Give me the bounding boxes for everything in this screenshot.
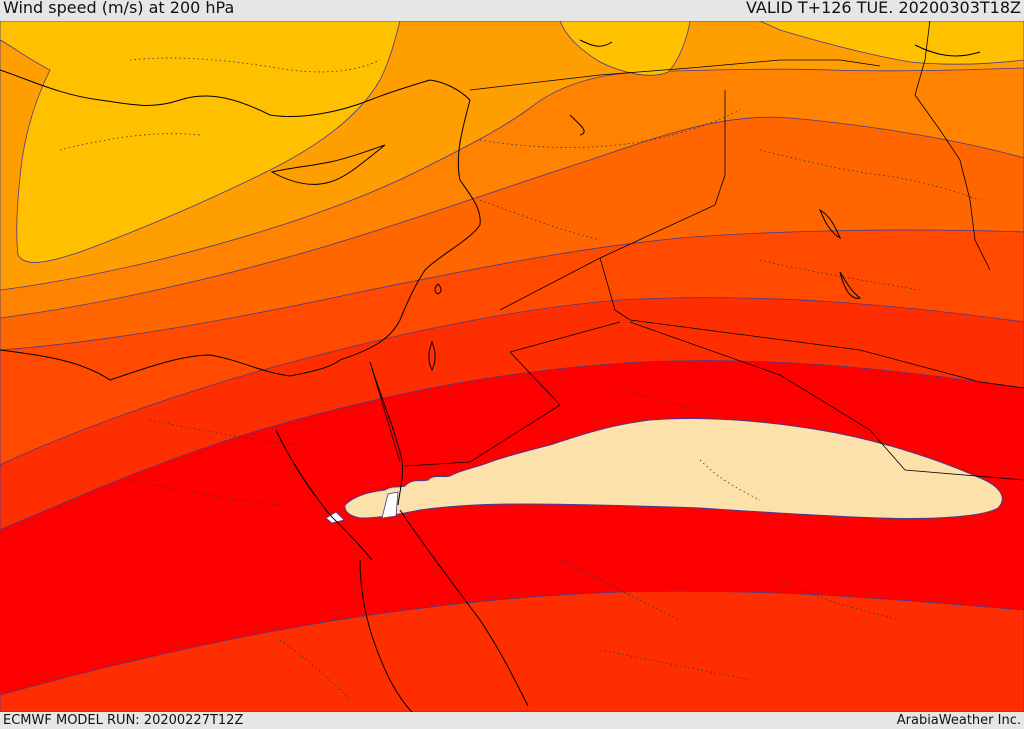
map-title: Wind speed (m/s) at 200 hPa bbox=[3, 0, 235, 17]
footer-bar: ECMWF MODEL RUN: 20200227T12Z ArabiaWeat… bbox=[0, 712, 1024, 729]
model-run-label: ECMWF MODEL RUN: 20200227T12Z bbox=[3, 713, 244, 728]
jet-gap-aqaba bbox=[381, 491, 399, 519]
wind-speed-map bbox=[0, 21, 1024, 712]
coastlines bbox=[0, 39, 981, 712]
map-canvas bbox=[0, 21, 1024, 712]
valid-time-label: VALID T+126 TUE. 20200303T18Z bbox=[745, 0, 1021, 17]
band-lightest-north bbox=[559, 21, 691, 76]
internal-boundaries bbox=[59, 57, 981, 701]
jet-gap-west bbox=[325, 511, 345, 524]
borders bbox=[369, 21, 1024, 481]
jet-maximum bbox=[344, 417, 1003, 520]
band-south bbox=[0, 590, 1024, 712]
credit-label: ArabiaWeather Inc. bbox=[896, 713, 1021, 728]
band-lightest-east bbox=[759, 21, 1024, 65]
header-bar: Wind speed (m/s) at 200 hPa VALID T+126 … bbox=[0, 0, 1024, 21]
